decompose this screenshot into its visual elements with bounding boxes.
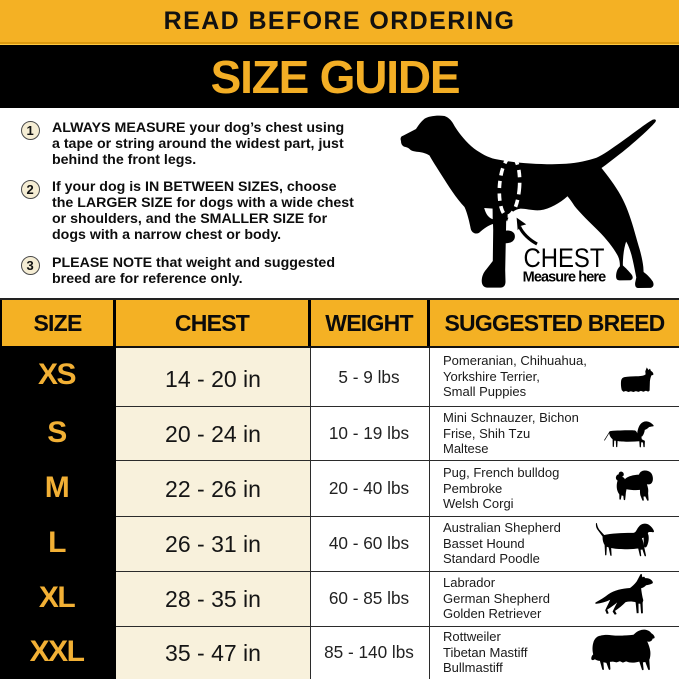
svg-text:CHEST: CHEST xyxy=(524,244,605,274)
svg-text:Measure here: Measure here xyxy=(523,270,607,286)
